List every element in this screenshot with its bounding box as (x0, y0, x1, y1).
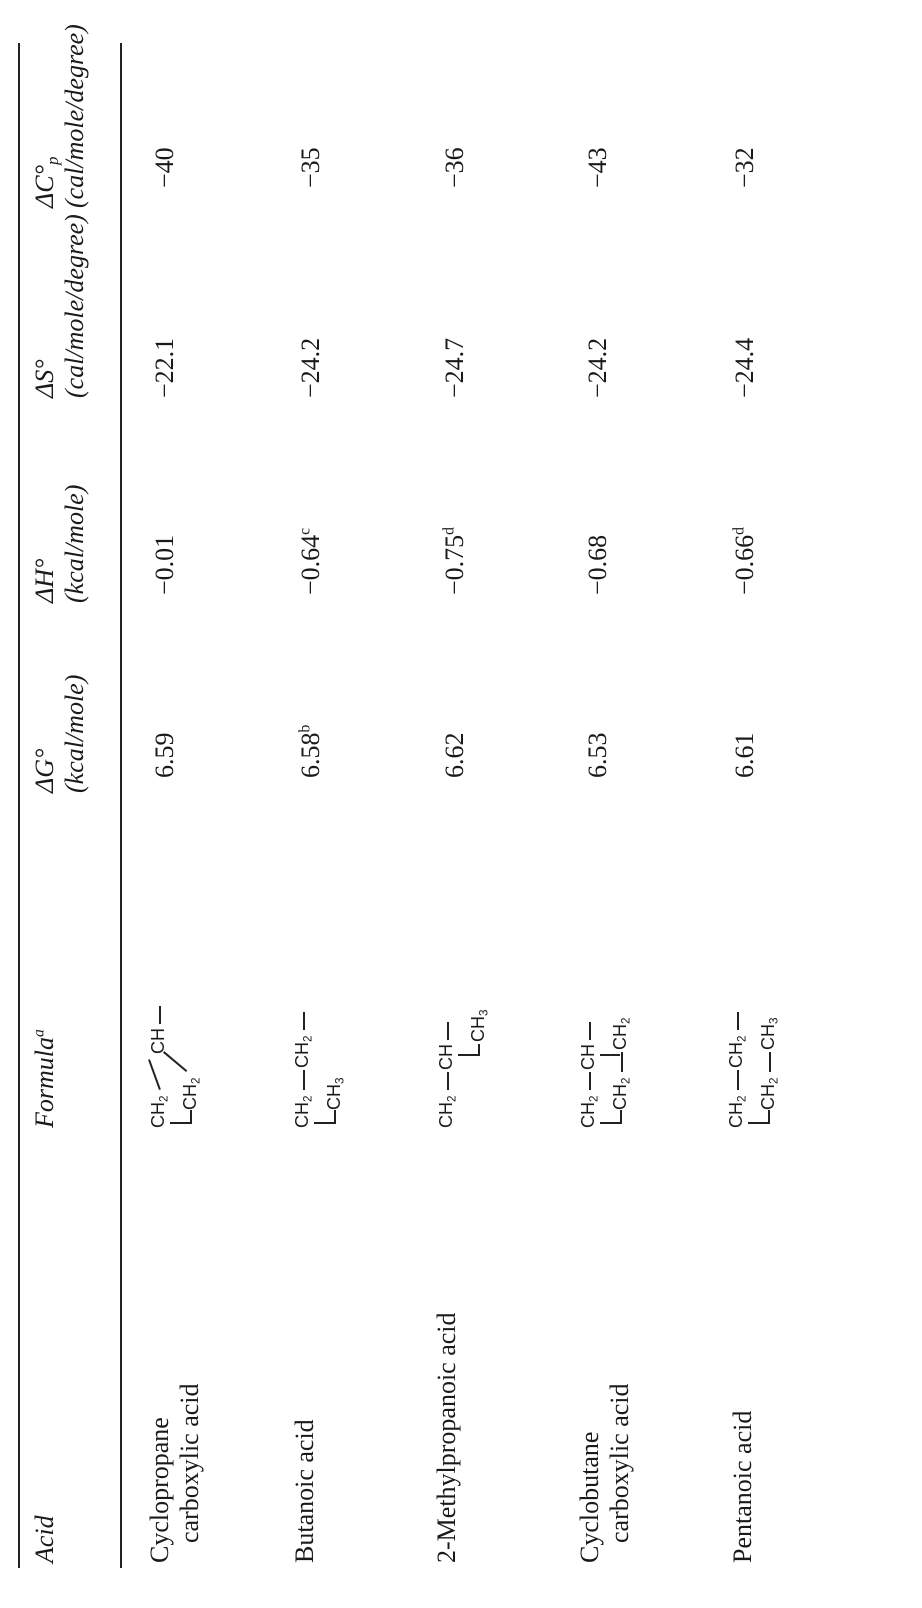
row-3-delta-g: 6.62 (440, 732, 469, 779)
row-3-acid: 2-Methylpropanoic acid (432, 1312, 461, 1563)
row-4-delta-h: −0.68 (583, 534, 612, 595)
row-2-delta-cp: −35 (296, 147, 325, 188)
row-4-delta-cp: −43 (583, 147, 612, 188)
header-formula: Formulaa (30, 1029, 59, 1128)
row-5-delta-g: 6.61 (730, 732, 759, 779)
header-delta-s: ΔS° (30, 359, 59, 398)
row-4-acid-line2: carboxylic acid (605, 1383, 634, 1543)
row-5-delta-h: −0.66d (730, 527, 759, 595)
row-4-delta-s: −24.2 (583, 337, 612, 398)
header-delta-g-unit: (kcal/mole) (60, 674, 89, 793)
row-2-formula: CH2 CH2 CH3 (292, 908, 372, 1128)
row-2-delta-h: −0.64c (296, 527, 325, 595)
header-delta-h: ΔH° (30, 558, 59, 603)
row-4-delta-g: 6.53 (583, 732, 612, 779)
row-1-formula: CH2 CH2 CH (148, 928, 228, 1128)
row-1-delta-g: 6.59 (150, 732, 179, 779)
row-1-acid-line2: carboxylic acid (175, 1383, 204, 1543)
row-1-delta-s: −22.1 (150, 337, 179, 398)
row-3-delta-s: −24.7 (440, 337, 469, 398)
row-5-acid: Pentanoic acid (728, 1410, 757, 1563)
row-5-formula: CH2 CH2 CH2 CH3 (726, 908, 806, 1128)
row-2-delta-s: −24.2 (296, 337, 325, 398)
row-1-delta-h: −0.01 (150, 534, 179, 595)
table-header-rule (120, 43, 122, 1568)
row-1-acid: Cyclopropane (145, 1417, 174, 1563)
row-5-delta-s: −24.4 (730, 337, 759, 398)
header-delta-h-unit: (kcal/mole) (60, 484, 89, 603)
row-3-delta-h: −0.75d (440, 527, 469, 595)
header-delta-g: ΔG° (30, 748, 59, 793)
header-acid: Acid (30, 1515, 59, 1563)
header-delta-s-unit: (cal/mole/degree) (60, 214, 89, 398)
row-4-formula: CH2 CH CH2 CH2 (578, 1017, 633, 1128)
header-delta-cp-unit: (cal/mole/degree) (60, 24, 89, 208)
row-1-delta-cp: −40 (150, 147, 179, 188)
header-delta-cp: ΔC°p (30, 156, 63, 208)
row-4-acid: Cyclobutane (575, 1431, 604, 1563)
row-3-formula: CH2 CH CH3 (436, 1009, 491, 1128)
row-2-acid: Butanoic acid (290, 1419, 319, 1563)
row-5-delta-cp: −32 (730, 147, 759, 188)
table-top-rule (18, 43, 20, 1568)
row-3-delta-cp: −36 (440, 147, 469, 188)
row-2-delta-g: 6.58b (296, 724, 325, 778)
